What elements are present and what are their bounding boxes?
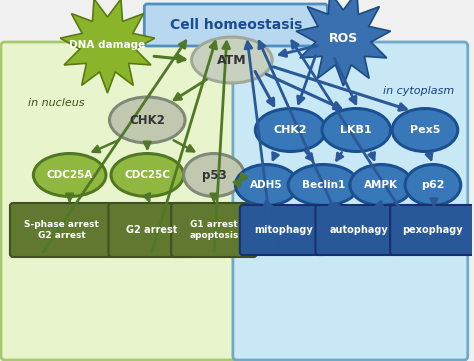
- Text: LKB1: LKB1: [340, 125, 372, 135]
- FancyBboxPatch shape: [144, 4, 328, 46]
- FancyBboxPatch shape: [1, 42, 236, 360]
- Ellipse shape: [34, 154, 106, 196]
- Text: G1 arrest
apoptosis: G1 arrest apoptosis: [189, 220, 238, 240]
- Ellipse shape: [184, 154, 244, 196]
- Ellipse shape: [108, 96, 187, 144]
- Text: S-phase arrest
G2 arrest: S-phase arrest G2 arrest: [24, 220, 99, 240]
- Text: CHK2: CHK2: [129, 113, 165, 126]
- Ellipse shape: [392, 109, 457, 151]
- Text: G2 arrest: G2 arrest: [126, 225, 177, 235]
- Ellipse shape: [350, 165, 412, 205]
- Ellipse shape: [287, 163, 360, 207]
- Text: DNA damage: DNA damage: [69, 40, 146, 50]
- Text: ATM: ATM: [217, 53, 246, 66]
- Ellipse shape: [322, 109, 390, 151]
- Text: p62: p62: [421, 180, 445, 190]
- Polygon shape: [60, 0, 155, 93]
- Ellipse shape: [403, 163, 462, 207]
- Ellipse shape: [391, 107, 459, 153]
- Ellipse shape: [348, 163, 414, 207]
- Ellipse shape: [182, 152, 246, 198]
- Text: CDC25A: CDC25A: [46, 170, 93, 180]
- Text: Beclin1: Beclin1: [302, 180, 345, 190]
- Text: in nucleus: in nucleus: [28, 98, 84, 108]
- Ellipse shape: [234, 163, 300, 207]
- Text: CDC25C: CDC25C: [124, 170, 170, 180]
- FancyBboxPatch shape: [390, 205, 474, 255]
- FancyBboxPatch shape: [240, 205, 328, 255]
- FancyBboxPatch shape: [109, 203, 194, 257]
- Ellipse shape: [109, 152, 185, 198]
- FancyBboxPatch shape: [233, 42, 468, 360]
- Text: ADH5: ADH5: [250, 180, 283, 190]
- Ellipse shape: [254, 107, 328, 153]
- Text: AMPK: AMPK: [364, 180, 398, 190]
- Text: Pex5: Pex5: [410, 125, 440, 135]
- FancyBboxPatch shape: [316, 205, 403, 255]
- Text: autophagy: autophagy: [330, 225, 389, 235]
- Text: pexophagy: pexophagy: [402, 225, 463, 235]
- Text: Cell homeostasis: Cell homeostasis: [170, 18, 302, 32]
- Ellipse shape: [192, 38, 272, 83]
- Ellipse shape: [320, 107, 392, 153]
- Ellipse shape: [236, 165, 298, 205]
- Polygon shape: [296, 0, 391, 86]
- Text: mitophagy: mitophagy: [254, 225, 313, 235]
- Ellipse shape: [32, 152, 108, 198]
- Text: p53: p53: [201, 169, 227, 182]
- Ellipse shape: [110, 97, 184, 143]
- Ellipse shape: [190, 35, 273, 84]
- Ellipse shape: [289, 165, 358, 205]
- FancyBboxPatch shape: [171, 203, 257, 257]
- Text: in cytoplasm: in cytoplasm: [383, 86, 455, 96]
- Ellipse shape: [256, 109, 326, 151]
- FancyBboxPatch shape: [10, 203, 113, 257]
- Text: CHK2: CHK2: [274, 125, 308, 135]
- Text: ROS: ROS: [329, 31, 358, 44]
- Ellipse shape: [406, 165, 460, 205]
- Ellipse shape: [111, 154, 183, 196]
